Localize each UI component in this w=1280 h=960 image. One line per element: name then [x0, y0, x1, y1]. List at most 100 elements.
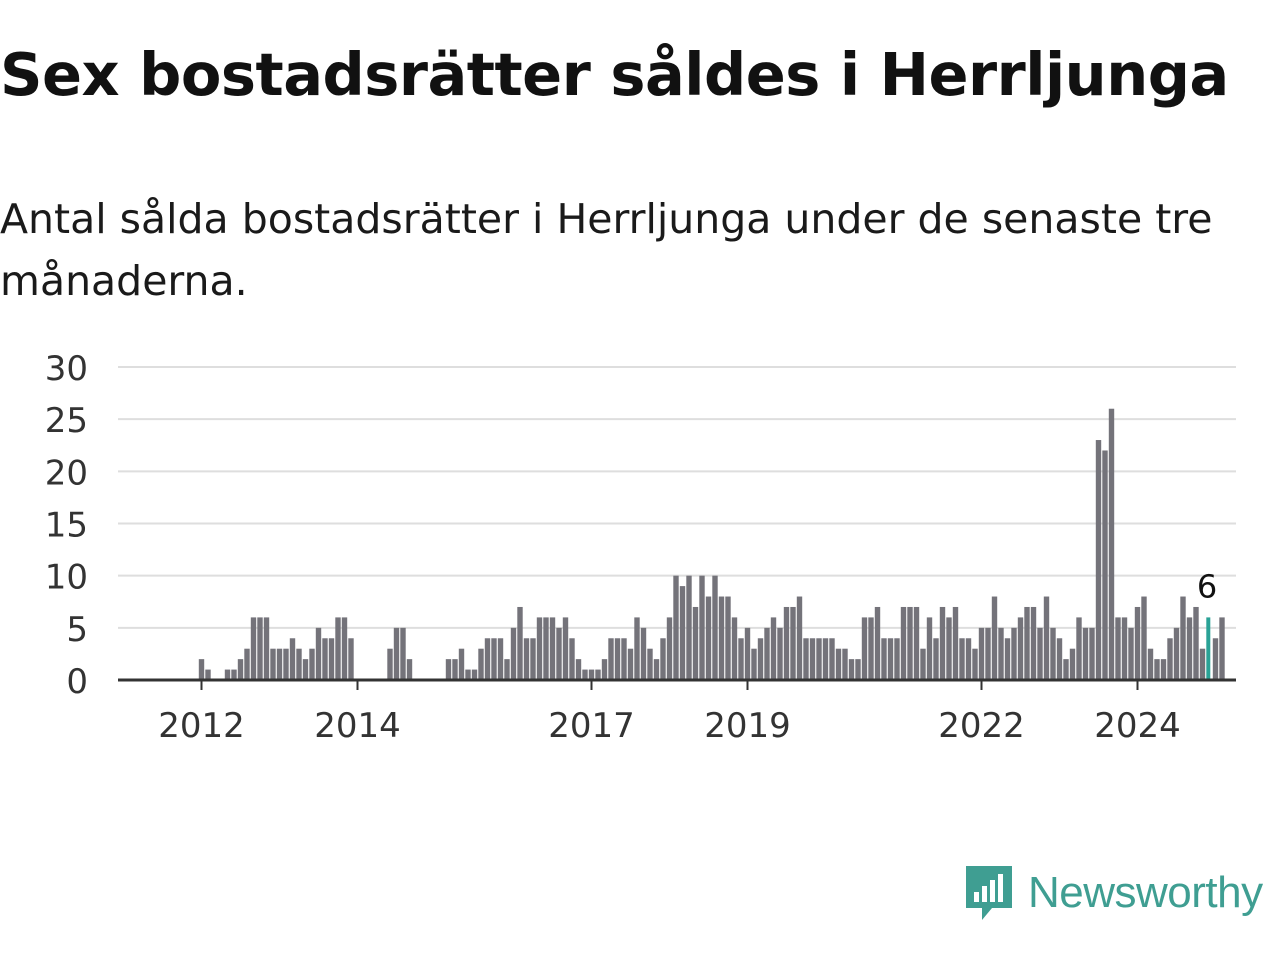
bar: [913, 606, 920, 680]
bar: [1063, 659, 1069, 680]
bar: [465, 669, 471, 680]
bar: [1004, 638, 1011, 680]
bar: [335, 617, 341, 680]
bar: [1212, 638, 1219, 680]
bar: [504, 659, 510, 680]
bar: [237, 659, 244, 680]
bar: [562, 617, 569, 680]
bar: [1095, 440, 1102, 680]
bar: [614, 638, 621, 680]
bar: [406, 659, 413, 680]
bar: [790, 606, 796, 680]
bar: [400, 627, 406, 680]
bar-chart: 0 5 10 15 20 25 30 2012 2014 2017 2019 2022 2024 6: [45, 349, 1236, 746]
bar: [640, 627, 647, 680]
bar: [933, 638, 939, 680]
bar: [686, 575, 692, 680]
bar: [926, 617, 933, 680]
bar: [445, 659, 452, 680]
bar: [965, 638, 972, 680]
bar: [257, 617, 263, 680]
y-tick-label: 20: [45, 453, 88, 493]
bar: [244, 648, 250, 680]
bar: [952, 606, 959, 680]
bar: [660, 638, 666, 680]
bar: [985, 627, 991, 680]
bar: [289, 638, 296, 680]
bar: [920, 648, 926, 680]
bar: [543, 617, 549, 680]
bar: [458, 648, 465, 680]
bar: [731, 617, 738, 680]
bar: [1167, 638, 1173, 680]
bar: [608, 638, 614, 680]
bar: [692, 606, 699, 680]
bar: [673, 575, 679, 680]
bar: [1206, 617, 1211, 680]
bar: [478, 648, 484, 680]
bar: [777, 627, 783, 680]
bar: [757, 638, 764, 680]
bar: [283, 648, 289, 680]
bar: [1147, 648, 1154, 680]
bar: [595, 669, 601, 680]
y-tick-label: 5: [66, 610, 88, 650]
bar: [530, 638, 536, 680]
bar: [738, 638, 744, 680]
bar: [205, 669, 211, 680]
highlight-value-label: 6: [1197, 567, 1217, 605]
bar: [809, 638, 816, 680]
bar: [231, 669, 237, 680]
bar: [699, 575, 705, 680]
bar: [712, 575, 718, 680]
bar: [270, 648, 276, 680]
newsworthy-logo[interactable]: Newsworthy: [962, 862, 1263, 924]
bar: [998, 627, 1004, 680]
bar: [848, 659, 855, 680]
bar: [835, 648, 842, 680]
bar: [1011, 627, 1017, 680]
bar: [1154, 659, 1160, 680]
bar: [510, 627, 517, 680]
y-tick-label: 0: [66, 662, 88, 702]
bar: [855, 659, 861, 680]
chart-subtitle: Antal sålda bostadsrätter i Herrljunga u…: [0, 195, 1213, 305]
bar: [1030, 606, 1037, 680]
bar: [829, 638, 835, 680]
newsworthy-logo-icon: [966, 866, 1012, 920]
bar: [634, 617, 640, 680]
bar: [939, 606, 946, 680]
bar: [1121, 617, 1128, 680]
bar: [1069, 648, 1076, 680]
bar: [536, 617, 543, 680]
bar: [816, 638, 822, 680]
bar: [1160, 659, 1167, 680]
bar: [718, 596, 725, 680]
bar: [770, 617, 777, 680]
bar: [868, 617, 874, 680]
bar: [1043, 596, 1050, 680]
bar: [309, 648, 315, 680]
bar: [822, 638, 829, 680]
bar: [887, 638, 894, 680]
chart-title: Sex bostadsrätter såldes i Herrljunga: [0, 40, 1229, 109]
bar: [1076, 617, 1082, 680]
y-tick-label: 15: [45, 506, 88, 546]
bar: [679, 586, 686, 680]
bar: [523, 638, 530, 680]
bar: [601, 659, 608, 680]
bar: [874, 606, 881, 680]
x-tick-label: 2017: [548, 706, 635, 746]
bar: [296, 648, 302, 680]
bar: [1193, 606, 1199, 680]
bar: [894, 638, 900, 680]
bar: [1017, 617, 1024, 680]
bar: [796, 596, 803, 680]
bar: [471, 669, 478, 680]
bar: [1115, 617, 1121, 680]
bar: [491, 638, 497, 680]
bar: [387, 648, 393, 680]
bar: [1050, 627, 1056, 680]
y-tick-label: 25: [45, 401, 88, 441]
bar: [315, 627, 322, 680]
